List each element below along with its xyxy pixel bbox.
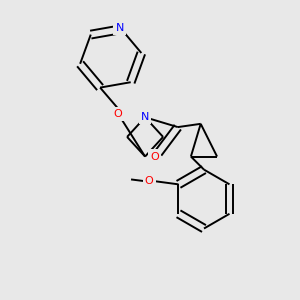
Text: O: O bbox=[151, 152, 159, 161]
Text: N: N bbox=[141, 112, 149, 122]
Text: N: N bbox=[116, 22, 124, 33]
Text: O: O bbox=[114, 109, 122, 119]
Text: O: O bbox=[145, 176, 153, 186]
